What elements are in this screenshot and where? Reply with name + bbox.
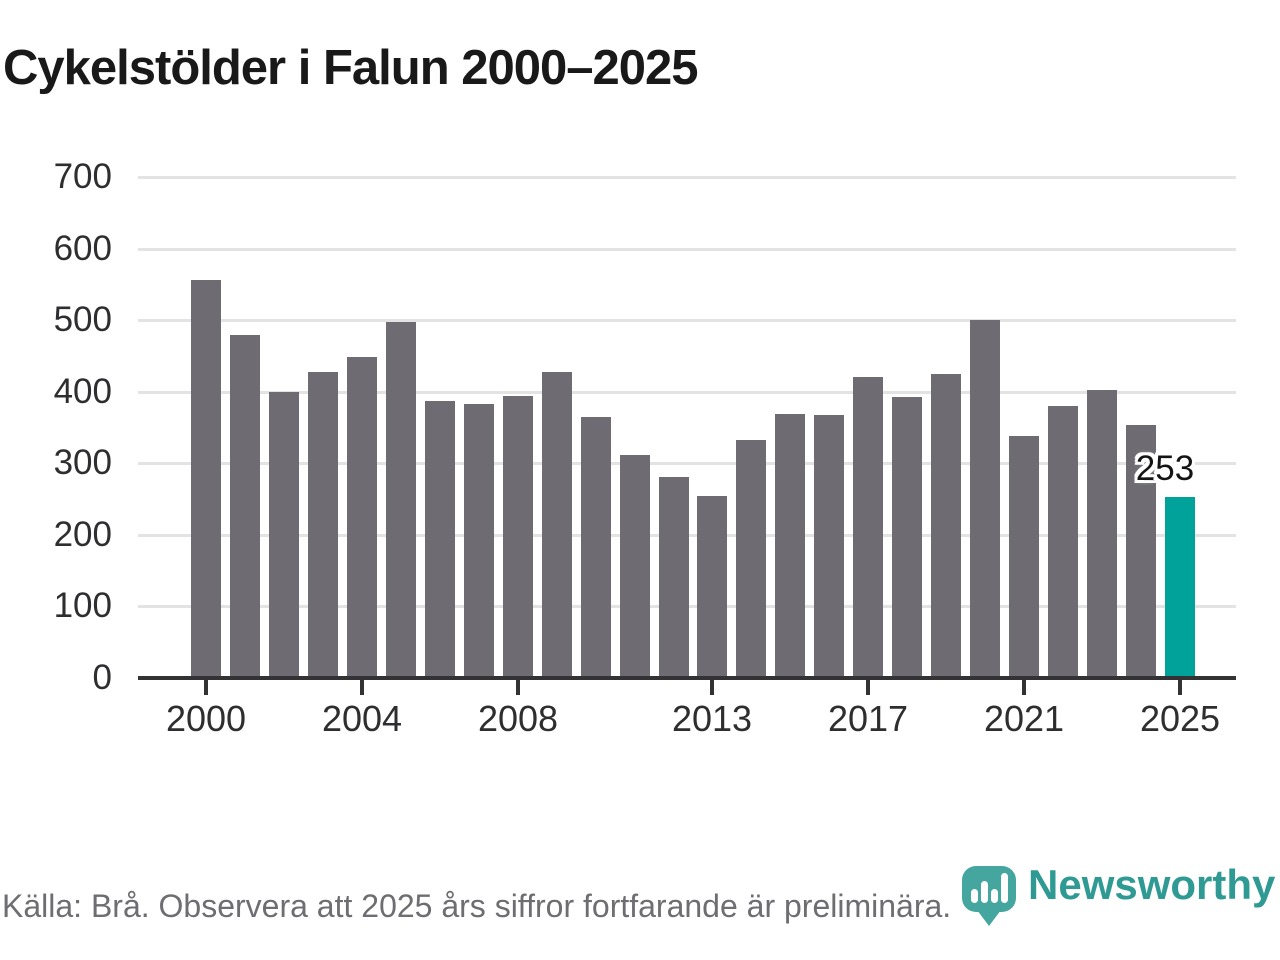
newsworthy-branding: Newsworthy — [962, 860, 1275, 928]
gridline-500 — [138, 319, 1236, 322]
bar-2007 — [464, 404, 494, 678]
bar-2004 — [347, 357, 377, 678]
x-tick-label-2025: 2025 — [1139, 698, 1221, 739]
logo-bubble-tail — [977, 910, 1001, 926]
x-axis-line — [138, 676, 1236, 680]
gridline-700 — [138, 176, 1236, 179]
bar-2010 — [581, 417, 611, 678]
bar-2019 — [931, 374, 961, 678]
x-tick-label-2021: 2021 — [983, 698, 1065, 739]
chart-title: Cykelstölder i Falun 2000–2025 — [3, 41, 699, 95]
bar-2005 — [386, 322, 416, 678]
newsworthy-logotype: Newsworthy — [1028, 861, 1276, 908]
y-tick-label-600: 600 — [53, 229, 112, 268]
logo-bar-icon — [980, 881, 988, 903]
bar-value-label: 253 — [1135, 449, 1195, 488]
bar-2022 — [1048, 406, 1078, 678]
bar-2023 — [1087, 390, 1117, 678]
x-tick-label-2008: 2008 — [477, 698, 559, 739]
gridline-600 — [138, 248, 1236, 251]
bar-2025-highlighted — [1165, 497, 1195, 678]
bar-2000 — [191, 280, 221, 678]
logo-bar-icon — [1000, 873, 1008, 903]
bar-2014 — [736, 440, 766, 678]
bar-2012 — [659, 477, 689, 678]
bar-chart-plot-area: 0 100 200 300 400 500 600 700 2000 2004 2008 2013 20… — [53, 157, 1236, 739]
bar-2011 — [620, 455, 650, 678]
x-tick-2004 — [360, 680, 364, 695]
bar-2008 — [503, 396, 533, 678]
bar-2024 — [1126, 425, 1156, 678]
y-tick-label-200: 200 — [53, 515, 112, 554]
logo-speech-bubble — [962, 866, 1016, 912]
bar-2002 — [269, 392, 299, 678]
x-tick-2017 — [866, 680, 870, 695]
x-tick-2013 — [710, 680, 714, 695]
y-tick-label-700: 700 — [53, 157, 112, 196]
x-tick-label-2000: 2000 — [165, 698, 247, 739]
gridline-400 — [138, 391, 1236, 394]
bar-2017 — [853, 377, 883, 678]
y-tick-label-300: 300 — [53, 443, 112, 482]
bar-2009 — [542, 372, 572, 678]
bar-2018 — [892, 397, 922, 678]
gridline-300 — [138, 462, 1236, 465]
x-tick-2025 — [1178, 680, 1182, 695]
newsworthy-logo-icon — [962, 860, 1016, 928]
source-note: Källa: Brå. Observera att 2025 års siffr… — [2, 888, 952, 924]
bar-2013 — [697, 496, 727, 678]
y-tick-label-0: 0 — [92, 658, 112, 697]
x-tick-label-2013: 2013 — [671, 698, 753, 739]
y-tick-label-400: 400 — [53, 372, 112, 411]
bar-2015 — [775, 414, 805, 678]
logo-bar-icon — [970, 889, 978, 903]
bar-2020 — [970, 320, 1000, 678]
y-tick-label-100: 100 — [53, 586, 112, 625]
bar-2003 — [308, 372, 338, 678]
x-tick-2000 — [204, 680, 208, 695]
x-tick-label-2017: 2017 — [827, 698, 909, 739]
bar-2021 — [1009, 436, 1039, 678]
bar-2016 — [814, 415, 844, 678]
x-tick-2021 — [1022, 680, 1026, 695]
bar-2001 — [230, 335, 260, 678]
bar-2006 — [425, 401, 455, 678]
x-tick-2008 — [516, 680, 520, 695]
logo-bar-icon — [990, 889, 998, 903]
x-tick-label-2004: 2004 — [321, 698, 403, 739]
y-tick-label-500: 500 — [53, 300, 112, 339]
